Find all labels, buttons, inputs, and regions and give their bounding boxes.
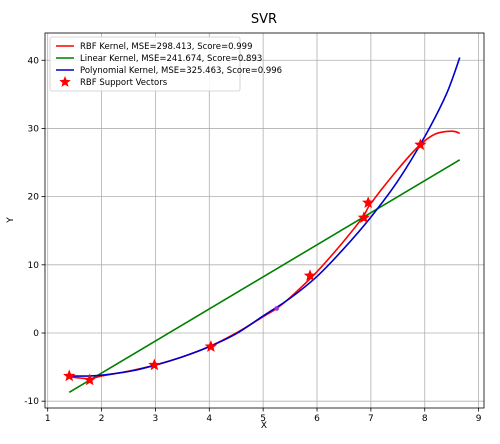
legend-label-0: RBF Kernel, MSE=298.413, Score=0.999 [80,42,252,52]
support-vector-0 [63,369,76,382]
x-tick-label-4: 5 [260,414,266,424]
support-vector-markers [63,138,427,386]
axis-ticks: 1 2 3 4 5 6 7 8 9 -10 0 10 20 30 40 [24,56,481,424]
support-vector-6 [362,196,375,209]
support-vector-4 [303,269,317,281]
x-tick-label-2: 3 [153,414,159,424]
x-tick-label-1: 2 [99,414,105,424]
x-axis-label: X [261,421,267,431]
x-tick-label-6: 7 [368,414,374,424]
y-tick-label-1: 0 [33,329,39,339]
x-tick-label-7: 8 [422,414,428,424]
grid-lines [45,33,484,408]
y-tick-label-3: 20 [28,193,40,203]
legend-label-2: Polynomial Kernel, MSE=325.463, Score=0.… [80,66,282,76]
legend-label-3: RBF Support Vectors [80,78,168,88]
legend-box [49,36,241,92]
legend: RBF Kernel, MSE=298.413, Score=0.999 Line… [49,36,282,92]
support-vector-3 [204,340,218,352]
y-tick-label-0: -10 [24,397,39,407]
y-tick-label-4: 30 [28,124,40,134]
plot-frame [44,32,485,409]
legend-swatch-3 [59,76,71,87]
series-line-2 [69,57,461,377]
y-tick-label-2: 10 [28,261,40,271]
y-axis-label: Y [6,217,16,224]
x-tick-label-3: 4 [206,414,212,424]
support-vector-5 [357,211,371,224]
y-tick-label-5: 40 [28,56,40,66]
x-tick-label-0: 1 [45,414,51,424]
support-vector-2 [148,358,161,371]
purple-point [274,306,279,311]
chart-title: SVR [251,12,277,27]
support-vector-7 [414,138,427,151]
x-tick-label-5: 6 [314,414,320,424]
support-vector-1 [83,373,96,386]
legend-label-1: Linear Kernel, MSE=241.674, Score=0.893 [80,54,262,64]
series-line-1 [68,159,461,394]
x-tick-label-8: 9 [476,414,482,424]
